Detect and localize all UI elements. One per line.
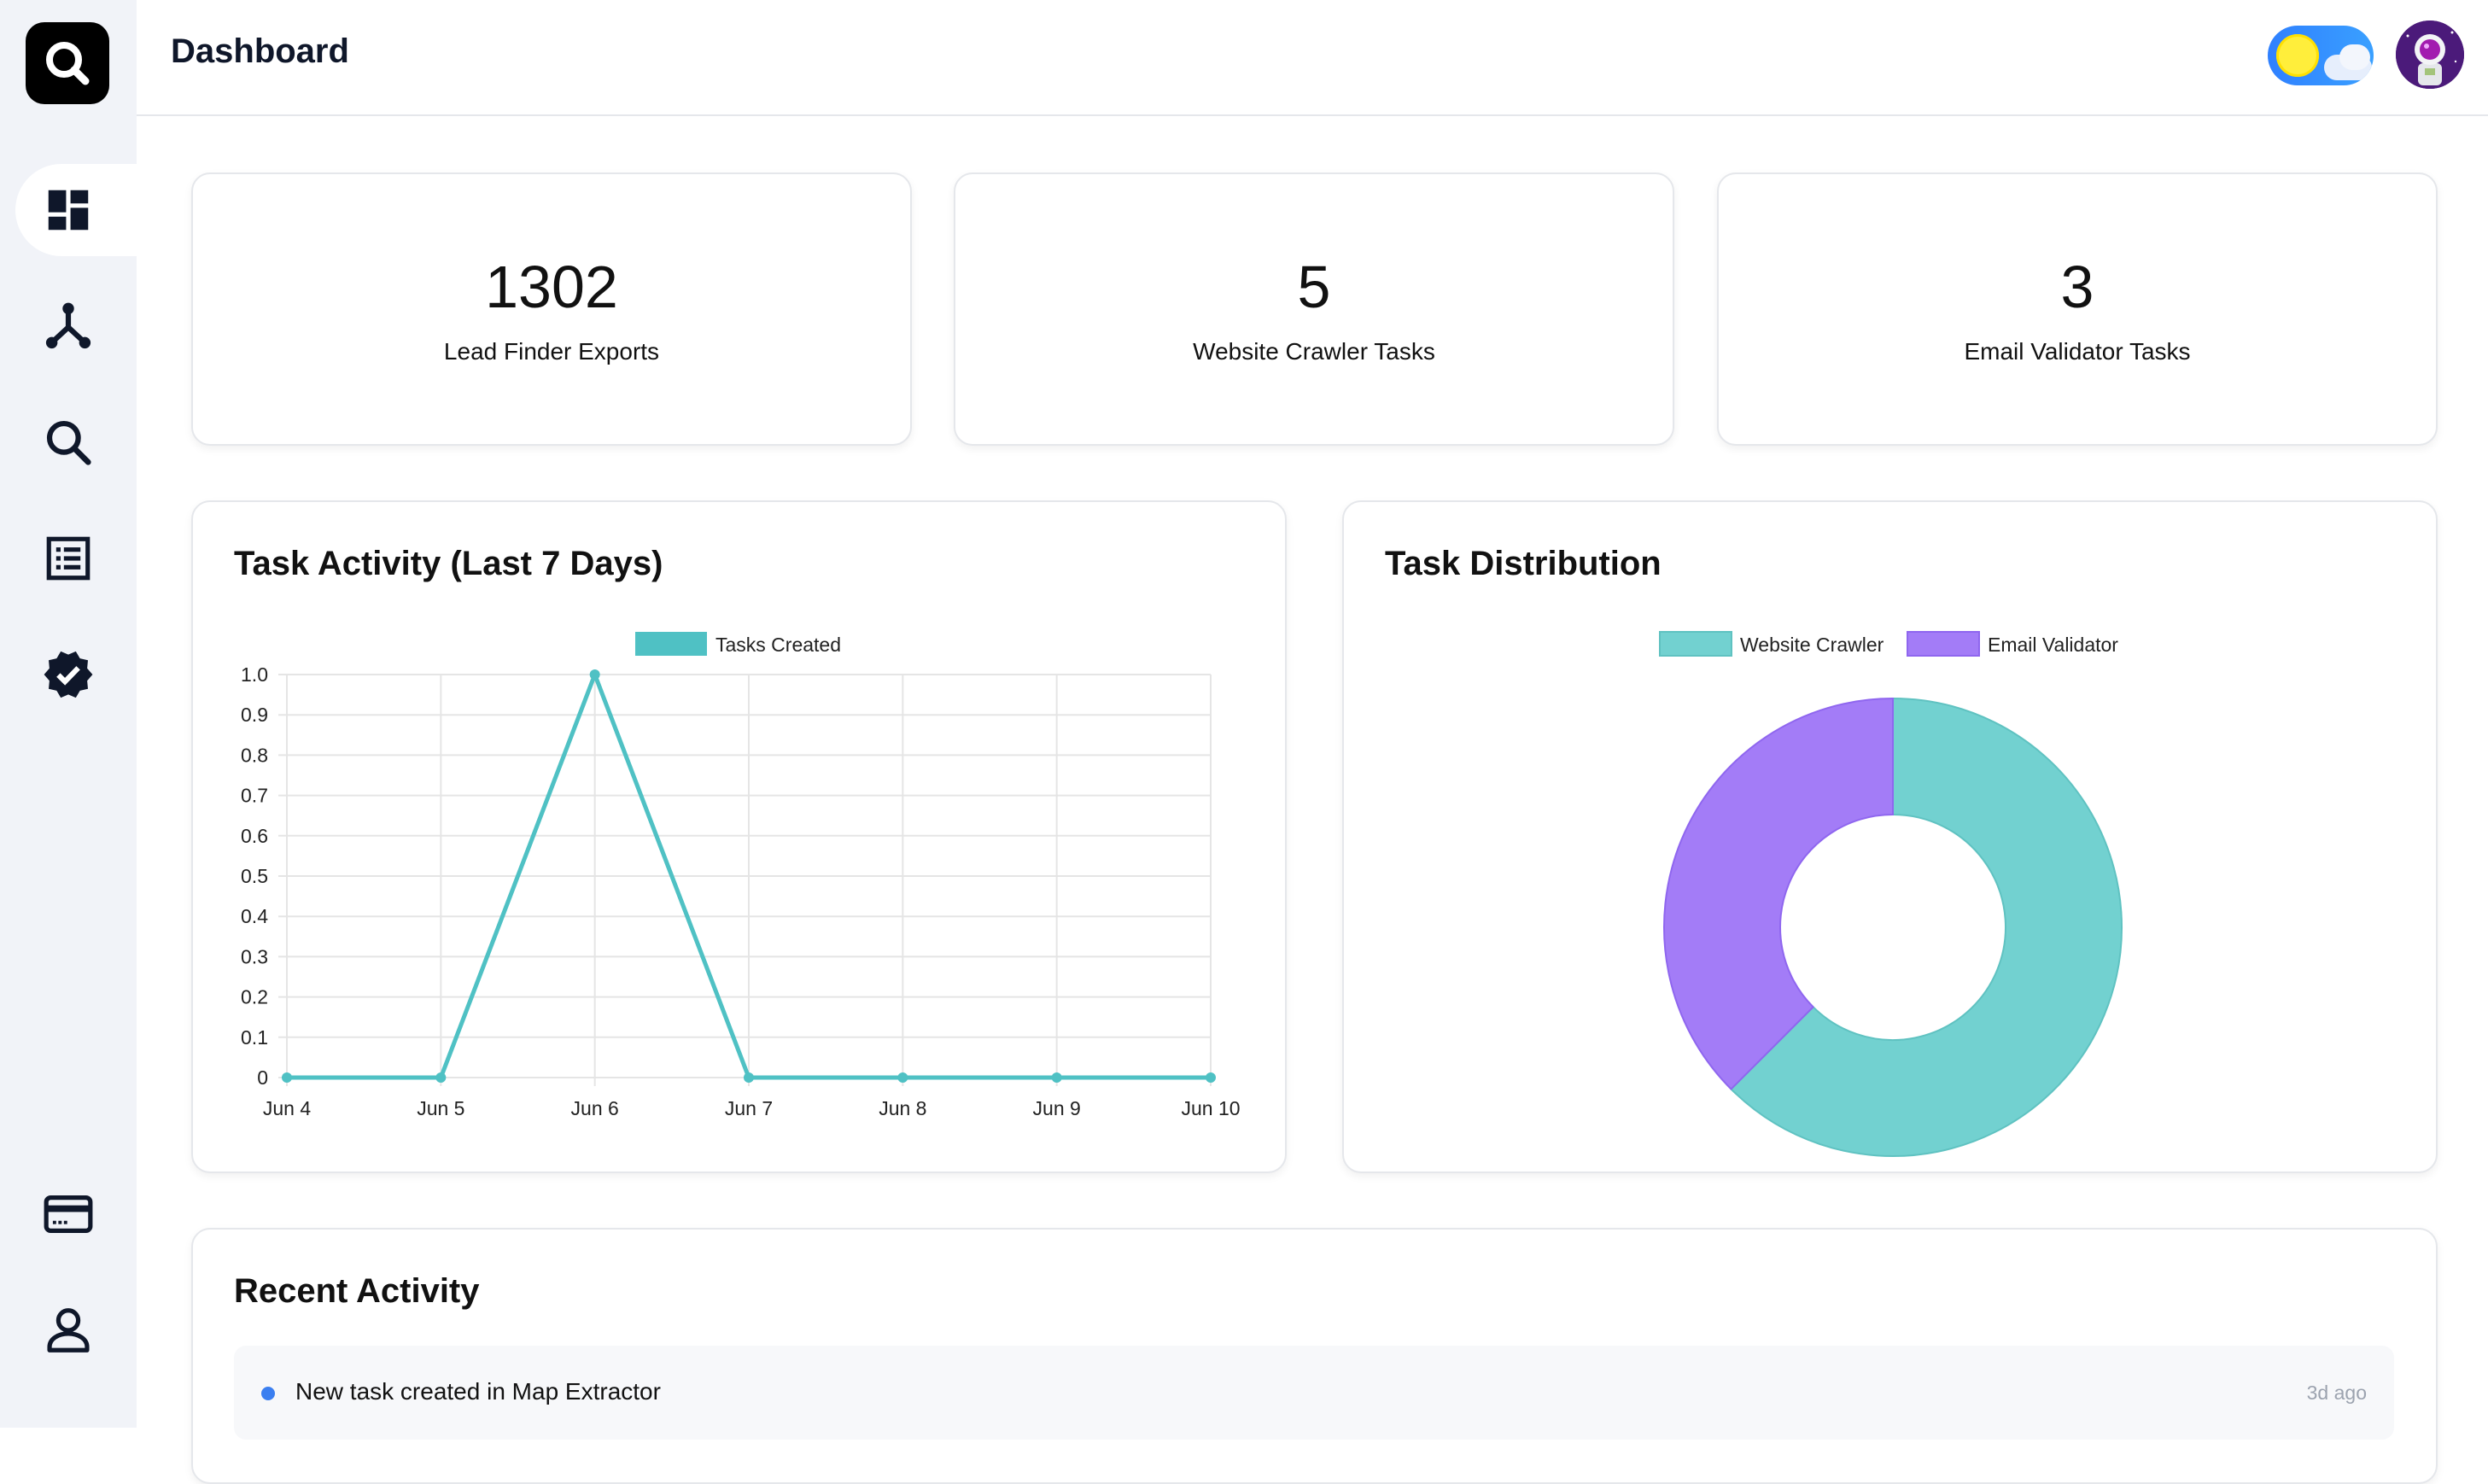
legend-label: Tasks Created <box>715 634 841 656</box>
app-logo[interactable] <box>26 22 109 104</box>
y-tick-label: 0 <box>257 1066 268 1089</box>
x-tick-label: Jun 6 <box>571 1097 619 1119</box>
legend-swatch <box>635 632 707 656</box>
search-icon <box>46 420 91 465</box>
stat-value: 1302 <box>485 254 618 320</box>
sidebar <box>0 0 152 1428</box>
avatar[interactable] <box>2396 20 2464 89</box>
sidebar-item-list[interactable] <box>26 516 111 601</box>
x-tick-label: Jun 7 <box>725 1097 773 1119</box>
y-tick-label: 0.6 <box>241 825 268 847</box>
sidebar-item-billing[interactable] <box>26 1171 111 1257</box>
cloud-icon-small <box>2339 44 2370 70</box>
sidebar-item-profile[interactable] <box>26 1288 111 1373</box>
sun-icon <box>2276 34 2319 77</box>
sidebar-item-dashboard[interactable] <box>26 167 111 253</box>
stat-label: Website Crawler Tasks <box>1193 338 1435 365</box>
logo-search-icon <box>46 42 90 85</box>
y-tick-label: 1.0 <box>241 663 268 686</box>
x-tick-label: Jun 9 <box>1033 1097 1081 1119</box>
task-activity-chart: Tasks Created 1.0 0.9 0.8 0.7 0.6 0.5 0.4 0.3 0.2… <box>241 632 1241 1119</box>
task-distribution-chart: Website Crawler Email Validator <box>1659 631 2123 1157</box>
y-tick-label: 0.9 <box>241 704 268 726</box>
legend-swatch <box>1907 631 1980 657</box>
y-tick-label: 0.8 <box>241 744 268 766</box>
stat-value: 3 <box>2060 254 2094 320</box>
x-tick-label: Jun 10 <box>1181 1097 1240 1119</box>
user-icon <box>47 1308 90 1353</box>
data-point <box>1051 1072 1062 1083</box>
theme-toggle[interactable] <box>2268 26 2374 85</box>
stat-label: Email Validator Tasks <box>1964 338 2191 365</box>
data-point <box>744 1072 754 1083</box>
task-distribution-title: Task Distribution <box>1385 545 1662 582</box>
x-tick-label: Jun 4 <box>263 1097 311 1119</box>
stat-card-email-validator: 3 Email Validator Tasks <box>1717 172 2438 446</box>
y-tick-label: 0.1 <box>241 1026 268 1049</box>
activity-text: New task created in Map Extractor <box>295 1378 661 1405</box>
y-tick-label: 0.7 <box>241 785 268 807</box>
data-point <box>1206 1072 1216 1083</box>
astronaut-avatar-icon <box>2396 20 2464 89</box>
legend-swatch <box>1659 631 1732 657</box>
y-tick-label: 0.4 <box>241 905 268 927</box>
legend-label: Website Crawler <box>1740 634 1884 656</box>
x-tick-label: Jun 5 <box>417 1097 464 1119</box>
stat-value: 5 <box>1297 254 1331 320</box>
list-icon <box>46 536 91 581</box>
activity-item[interactable]: New task created in Map Extractor 3d ago <box>234 1346 2394 1440</box>
credit-card-icon <box>44 1195 93 1233</box>
x-tick-label: Jun 8 <box>879 1097 926 1119</box>
verified-badge-icon <box>44 651 93 698</box>
recent-activity-card: Recent Activity New task created in Map … <box>191 1228 2438 1484</box>
page-title: Dashboard <box>171 32 349 70</box>
y-tick-label: 0.2 <box>241 986 268 1008</box>
top-header: Dashboard <box>137 0 2488 116</box>
task-activity-title: Task Activity (Last 7 Days) <box>234 545 663 582</box>
y-tick-label: 0.5 <box>241 865 268 887</box>
data-point <box>435 1072 447 1083</box>
data-point <box>897 1072 908 1083</box>
stat-card-lead-finder: 1302 Lead Finder Exports <box>191 172 912 446</box>
dashboard-icon <box>48 190 89 231</box>
task-activity-card: Task Activity (Last 7 Days) Tasks Create… <box>191 500 1287 1173</box>
network-icon <box>45 302 91 349</box>
sidebar-item-integrations[interactable] <box>26 283 111 369</box>
activity-dot <box>261 1387 275 1400</box>
task-distribution-card: Task Distribution Website Crawler Email V… <box>1342 500 2438 1173</box>
donut-slice-website-crawler <box>1730 697 2123 1157</box>
donut-slice-email-validator <box>1663 697 1894 1090</box>
activity-time: 3d ago <box>2306 1382 2367 1404</box>
y-tick-label: 0.3 <box>241 945 268 967</box>
legend-label: Email Validator <box>1988 634 2118 656</box>
sidebar-item-verified[interactable] <box>26 632 111 717</box>
recent-activity-title: Recent Activity <box>234 1272 480 1310</box>
data-point <box>282 1072 292 1083</box>
stat-card-website-crawler: 5 Website Crawler Tasks <box>954 172 1674 446</box>
sidebar-item-search[interactable] <box>26 400 111 485</box>
data-point <box>589 669 600 680</box>
stat-label: Lead Finder Exports <box>443 338 660 365</box>
